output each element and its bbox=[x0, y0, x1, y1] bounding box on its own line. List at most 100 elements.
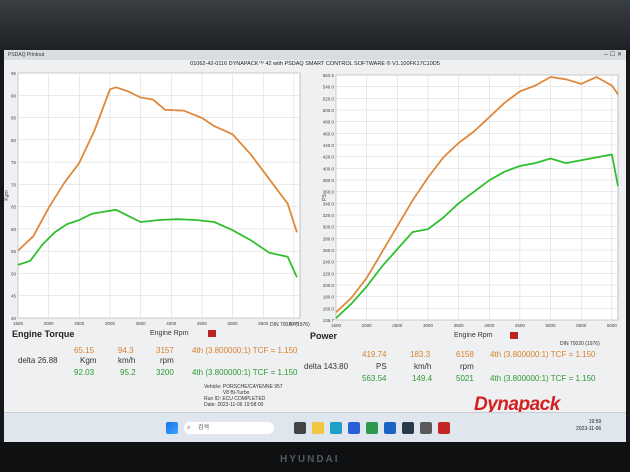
vehicle-info: Vehicle: PORSCHE/CAYENNE 957 V8 Bi-Turbo… bbox=[204, 384, 285, 408]
y-tick-label: 95 bbox=[11, 71, 17, 76]
y-tick-label: 60 bbox=[11, 227, 17, 232]
y-tick-label: 65 bbox=[11, 205, 17, 210]
x-tick-label: 2500 bbox=[392, 323, 403, 328]
x-tick-label: 3000 bbox=[423, 323, 434, 328]
dynapack-logo: Dynapack bbox=[474, 394, 560, 415]
x-tick-label: 6000 bbox=[289, 321, 300, 326]
taskbar: ⌕ 검색 19:59 2023-11-06 bbox=[4, 412, 626, 442]
torque-r2-c: 3200 bbox=[156, 368, 174, 377]
power-r2-c: 5021 bbox=[456, 374, 474, 383]
screen: PSDAQ Printout ─ ☐ ✕ 01062-42-0116 DYNAP… bbox=[4, 50, 626, 442]
search-box[interactable]: ⌕ 검색 bbox=[184, 422, 274, 434]
tray-clock[interactable]: 19:59 2023-11-06 bbox=[576, 419, 601, 433]
power-title: Power bbox=[310, 331, 338, 341]
y-tick-label: 136.7 bbox=[323, 318, 335, 323]
torque-r2-a: 92.03 bbox=[74, 368, 95, 377]
windows-start-icon[interactable] bbox=[166, 422, 178, 434]
y-tick-label: 70 bbox=[11, 182, 17, 187]
window-controls[interactable]: ─ ☐ ✕ bbox=[604, 52, 622, 58]
power-delta: delta 143.80 bbox=[304, 362, 349, 371]
torque-unit-b: km/h bbox=[118, 356, 136, 365]
tray-time: 19:59 bbox=[588, 419, 602, 425]
app-icon[interactable] bbox=[420, 422, 432, 434]
y-tick-label: 280.0 bbox=[323, 236, 335, 241]
flag-icon bbox=[208, 330, 216, 337]
y-axis-label: Kgm bbox=[4, 190, 10, 200]
torque-r2-b: 95.2 bbox=[120, 368, 136, 377]
plot-area bbox=[17, 72, 301, 319]
power-unit-a: PS bbox=[376, 362, 387, 371]
x-tick-label: 4500 bbox=[197, 321, 208, 326]
y-tick-label: 480.0 bbox=[323, 120, 335, 125]
torque-unit-a: Kgm bbox=[80, 356, 97, 365]
x-tick-label: 6000 bbox=[607, 323, 618, 328]
app-icon[interactable] bbox=[384, 422, 396, 434]
dynapack-app-icon[interactable] bbox=[438, 422, 450, 434]
torque-delta: delta 26.88 bbox=[18, 356, 58, 365]
x-tick-label: 1500 bbox=[331, 323, 342, 328]
vehicle-label: Vehicle: bbox=[204, 384, 222, 390]
x-tick-label: 3500 bbox=[454, 323, 465, 328]
x-tick-label: 3500 bbox=[136, 321, 147, 326]
torque-title: Engine Torque bbox=[12, 329, 75, 339]
y-tick-label: 420.0 bbox=[323, 155, 335, 160]
x-tick-label: 4000 bbox=[166, 321, 177, 326]
y-tick-label: 563.5 bbox=[323, 73, 335, 78]
y-tick-label: 360.0 bbox=[323, 190, 335, 195]
flag-icon bbox=[510, 332, 518, 339]
x-tick-label: 5500 bbox=[258, 321, 269, 326]
y-tick-label: 90 bbox=[11, 93, 17, 98]
y-tick-label: 520.0 bbox=[323, 96, 335, 101]
y-tick-label: 180.0 bbox=[323, 295, 335, 300]
x-tick-label: 1500 bbox=[13, 321, 24, 326]
x-tick-label: 2000 bbox=[362, 323, 373, 328]
y-tick-label: 80 bbox=[11, 138, 17, 143]
x-tick-label: 5500 bbox=[576, 323, 587, 328]
x-tick-label: 4500 bbox=[515, 323, 526, 328]
y-tick-label: 240.0 bbox=[323, 260, 335, 265]
power-r1-d: 4th (3.800000:1) TCF = 1.150 bbox=[490, 350, 596, 359]
window-titlebar: PSDAQ Printout ─ ☐ ✕ bbox=[4, 50, 626, 60]
monitor-bezel-bottom bbox=[0, 442, 630, 472]
y-tick-label: 85 bbox=[11, 116, 17, 121]
y-tick-label: 40 bbox=[11, 316, 17, 321]
x-tick-label: 2000 bbox=[44, 321, 55, 326]
window-title: PSDAQ Printout bbox=[8, 52, 45, 58]
power-rpm-label: Engine Rpm bbox=[454, 332, 493, 339]
edge-icon[interactable] bbox=[330, 422, 342, 434]
power-din: DIN 70020 (1976) bbox=[560, 341, 600, 347]
run-label: Run ID: bbox=[204, 396, 221, 402]
monitor-bezel-top bbox=[0, 0, 630, 50]
power-r2-a: 563.54 bbox=[362, 374, 387, 383]
torque-rpm-label: Engine Rpm bbox=[150, 330, 189, 337]
power-r2-b: 149.4 bbox=[412, 374, 433, 383]
y-tick-label: 50 bbox=[11, 271, 17, 276]
y-tick-label: 440.0 bbox=[323, 143, 335, 148]
torque-din: DIN 70020 (1976) bbox=[270, 322, 310, 328]
y-tick-label: 380.0 bbox=[323, 178, 335, 183]
power-r2-d: 4th (3.800000:1) TCF = 1.150 bbox=[490, 374, 596, 383]
mail-icon[interactable] bbox=[348, 422, 360, 434]
torque-r1-d: 4th (3.800000:1) TCF = 1.150 bbox=[192, 346, 298, 355]
series-line-orange bbox=[335, 76, 619, 314]
x-tick-label: 5000 bbox=[546, 323, 557, 328]
x-tick-label: 4000 bbox=[484, 323, 495, 328]
y-tick-label: 300.0 bbox=[323, 225, 335, 230]
power-unit-b: km/h bbox=[414, 362, 432, 371]
x-tick-label: 5000 bbox=[228, 321, 239, 326]
plot-area bbox=[335, 74, 619, 321]
y-tick-label: 460.0 bbox=[323, 131, 335, 136]
explorer-icon[interactable] bbox=[312, 422, 324, 434]
x-tick-label: 2500 bbox=[74, 321, 85, 326]
run-value: ECU COMPLETED bbox=[222, 396, 266, 402]
y-tick-label: 75 bbox=[11, 160, 17, 165]
task-view-icon[interactable] bbox=[294, 422, 306, 434]
search-icon: ⌕ bbox=[187, 425, 191, 431]
app-icon[interactable] bbox=[402, 422, 414, 434]
date-value: 2023-11-06 19:58:00 bbox=[217, 402, 264, 408]
torque-r1-b: 94.3 bbox=[118, 346, 134, 355]
series-line-green bbox=[335, 153, 619, 319]
y-tick-label: 200.0 bbox=[323, 283, 335, 288]
app-icon[interactable] bbox=[366, 422, 378, 434]
